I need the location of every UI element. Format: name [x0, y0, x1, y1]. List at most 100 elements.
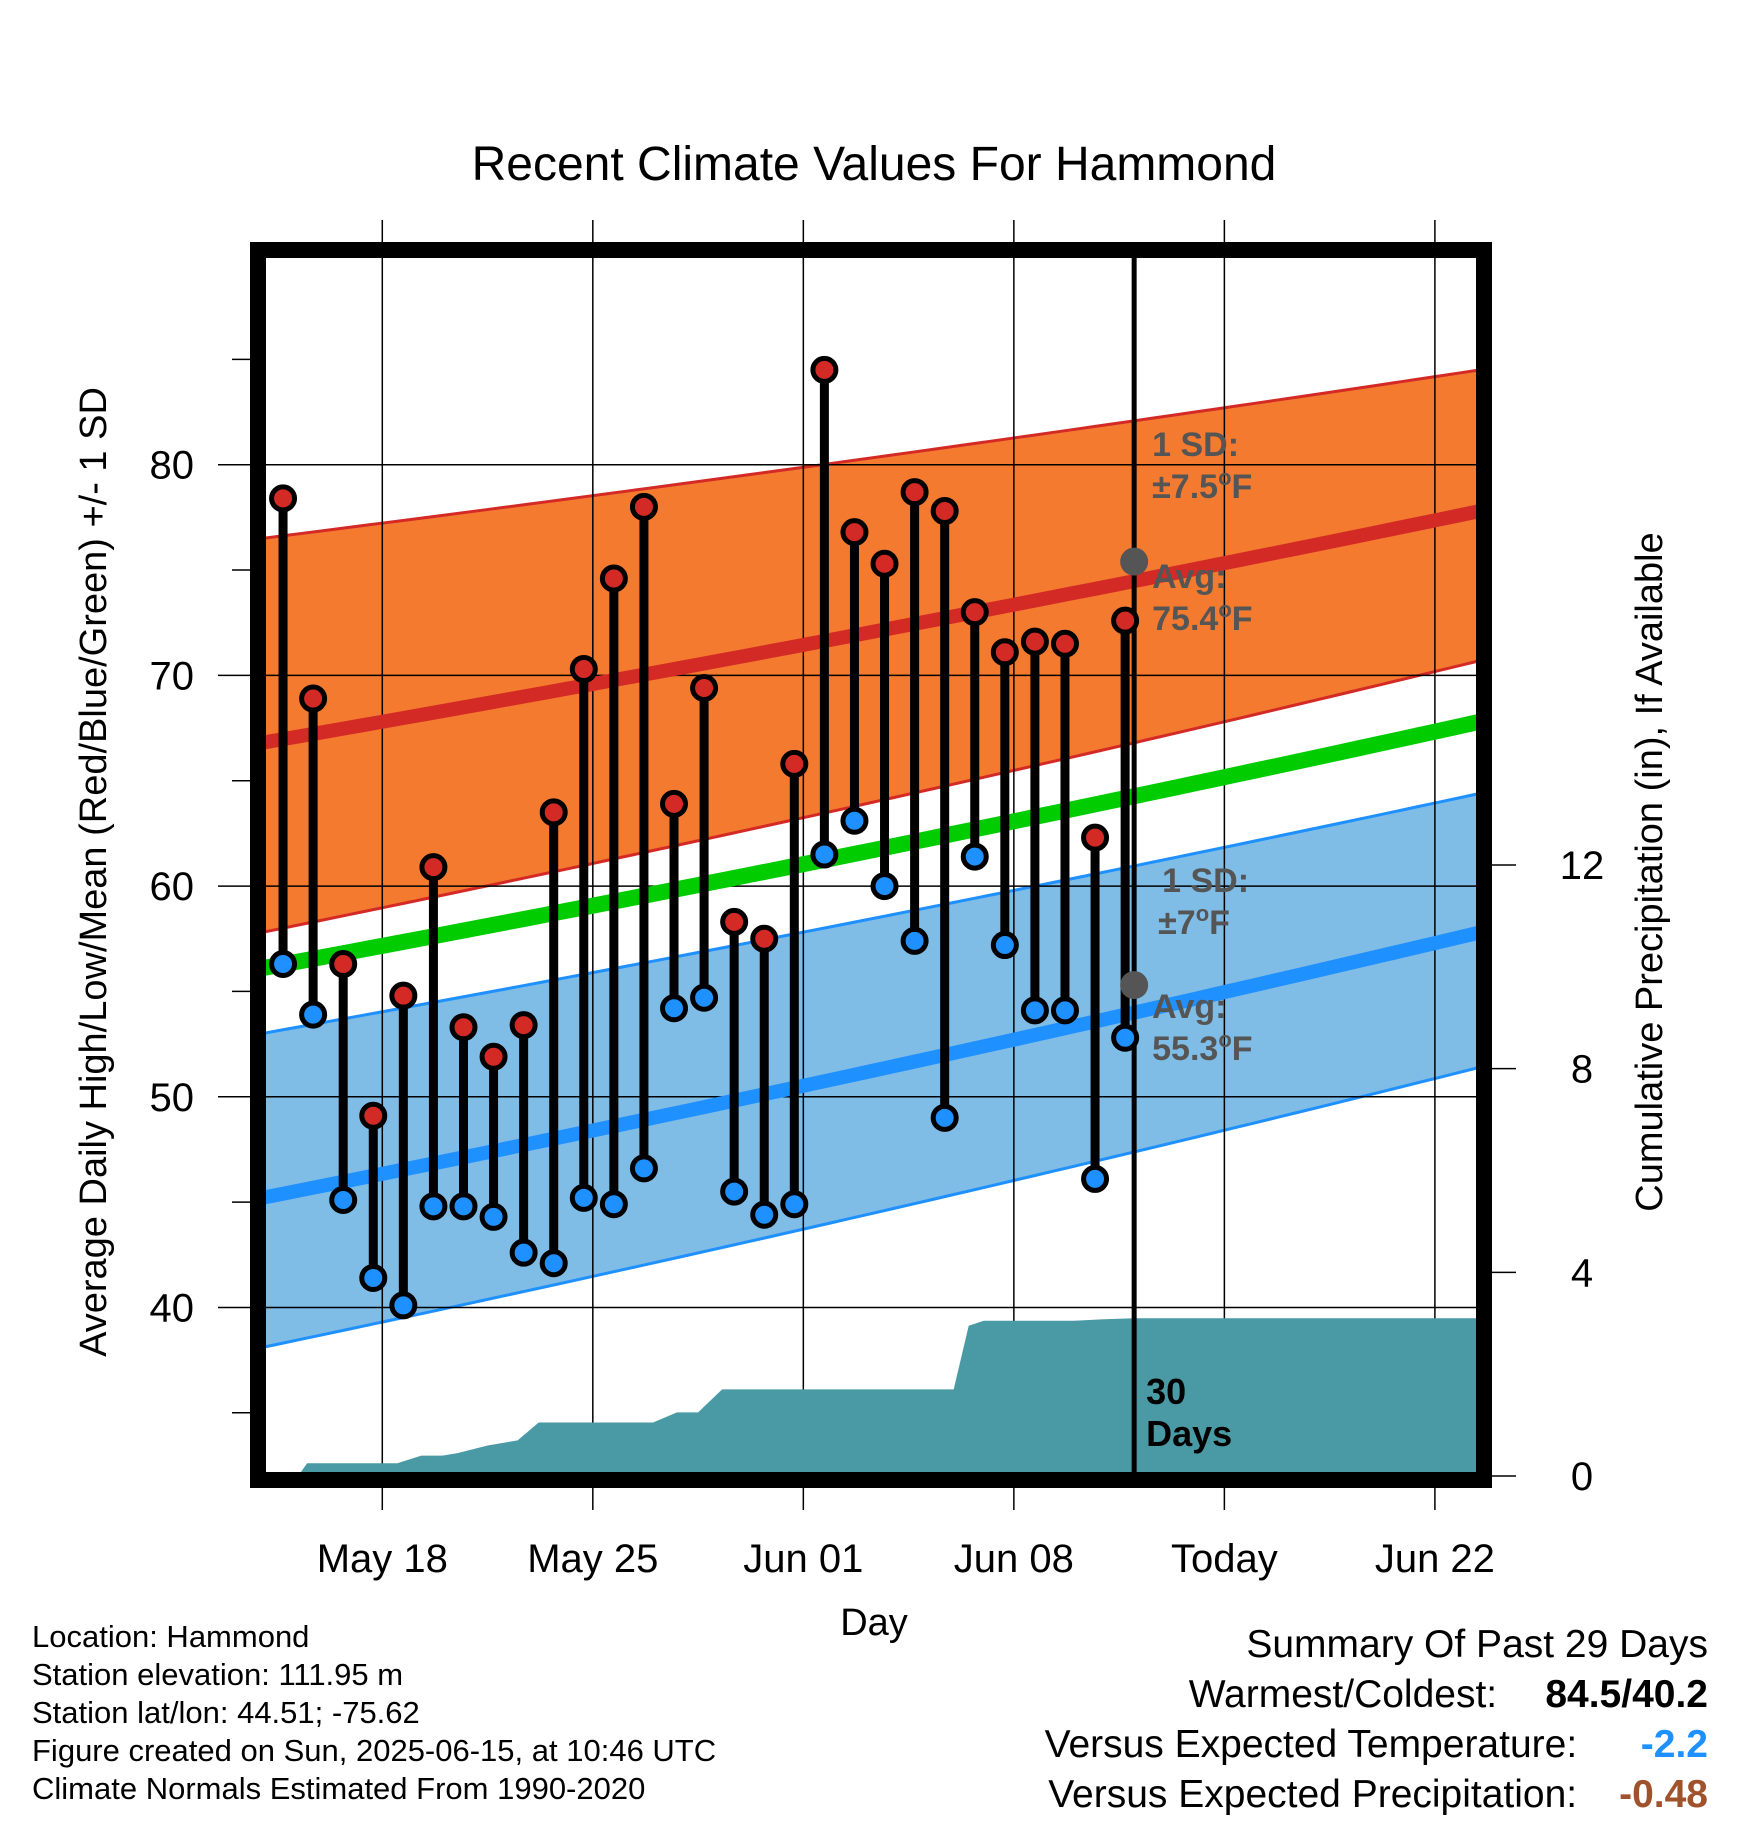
- high-point-3: [359, 1101, 388, 1130]
- warmest-value: 84.5/40.2: [1545, 1673, 1708, 1716]
- summary-panel: Summary Of Past 29 Days Warmest/Coldest:…: [1045, 1620, 1708, 1820]
- temp-value: -2.2: [1640, 1723, 1708, 1766]
- low-point-28: [1111, 1023, 1140, 1052]
- low-point-6: [449, 1192, 478, 1221]
- y2-tick-label-0: 0: [1571, 1455, 1593, 1499]
- high-point-8: [509, 1011, 538, 1040]
- location-text: Location: Hammond: [32, 1619, 310, 1654]
- low-point-23: [960, 842, 989, 871]
- y2-tick-label-8: 8: [1571, 1048, 1593, 1092]
- low-point-2: [329, 1185, 358, 1214]
- plot-frame: [250, 242, 1492, 1488]
- low-point-11: [599, 1190, 628, 1219]
- low-point-19: [840, 806, 869, 835]
- x-tick-label-0: May 18: [317, 1537, 448, 1581]
- mean-avg-line: [260, 713, 1482, 977]
- high-point-7: [479, 1042, 508, 1071]
- station-info: Location: Hammond Station elevation: 111…: [32, 1618, 716, 1808]
- summary-precip-row: Versus Expected Precipitation: -0.48: [1045, 1770, 1708, 1820]
- low-point-27: [1081, 1164, 1110, 1193]
- high-point-14: [690, 674, 719, 703]
- low-point-3: [359, 1263, 388, 1292]
- precip-fill: [262, 1318, 1480, 1476]
- low-point-8: [509, 1238, 538, 1267]
- low-point-21: [900, 926, 929, 955]
- normals-text: Climate Normals Estimated From 1990-2020: [32, 1771, 646, 1806]
- warmest-label: Warmest/Coldest:: [1188, 1673, 1498, 1716]
- high-point-16: [750, 924, 779, 953]
- low-point-16: [750, 1200, 779, 1229]
- low-point-18: [810, 840, 839, 869]
- high-point-22: [930, 497, 959, 526]
- high-point-13: [660, 789, 689, 818]
- y-tick-label-60: 60: [150, 865, 195, 909]
- high-point-6: [449, 1013, 478, 1042]
- y2-tick-label-12: 12: [1560, 844, 1605, 888]
- y-tick-label-50: 50: [150, 1076, 195, 1120]
- x-tick-label-3: Jun 08: [954, 1537, 1074, 1581]
- high-point-0: [269, 484, 298, 513]
- y-tick-label-40: 40: [150, 1286, 195, 1330]
- low-point-24: [990, 931, 1019, 960]
- high-point-15: [720, 907, 749, 936]
- low-point-14: [690, 983, 719, 1012]
- precipitation-area: [262, 1318, 1480, 1476]
- high-point-11: [599, 564, 628, 593]
- low-point-4: [389, 1291, 418, 1320]
- low-avg-marker: [1120, 971, 1149, 1000]
- y-tick-label-80: 80: [150, 444, 195, 488]
- high-avg-marker: [1120, 547, 1149, 576]
- temp-label: Versus Expected Temperature:: [1044, 1723, 1578, 1766]
- high-point-23: [960, 598, 989, 627]
- low-avg-value: 55.3oF: [1152, 1027, 1252, 1068]
- high-sd-value: ±7.5oF: [1152, 465, 1252, 506]
- daily-values: [269, 355, 1140, 1320]
- high-point-2: [329, 950, 358, 979]
- high-avg-value: 75.4oF: [1152, 597, 1252, 638]
- high-point-10: [569, 655, 598, 684]
- low-point-0: [269, 950, 298, 979]
- high-point-28: [1111, 606, 1140, 635]
- low-point-1: [299, 1000, 328, 1029]
- low-sd-value: ±7oF: [1158, 901, 1230, 942]
- low-point-13: [660, 994, 689, 1023]
- summary-title: Summary Of Past 29 Days: [1246, 1623, 1708, 1666]
- chart-title: Recent Climate Values For Hammond: [472, 138, 1277, 191]
- high-point-17: [780, 749, 809, 778]
- low-sd-label: 1 SD:: [1162, 862, 1249, 900]
- y2-tick-label-4: 4: [1571, 1251, 1593, 1295]
- high-sd-upper-edge: [261, 368, 1481, 540]
- high-avg-line: [260, 504, 1482, 750]
- x-tick-label-4: Today: [1171, 1537, 1278, 1581]
- window-label-line1: 30: [1146, 1371, 1186, 1412]
- low-sd-lower-edge: [261, 1065, 1481, 1349]
- x-tick-label-2: Jun 01: [743, 1537, 863, 1581]
- low-point-15: [720, 1177, 749, 1206]
- low-point-26: [1050, 996, 1079, 1025]
- low-point-22: [930, 1103, 959, 1132]
- high-point-5: [419, 853, 448, 882]
- x-tick-label-5: Jun 22: [1375, 1537, 1495, 1581]
- low-point-12: [629, 1154, 658, 1183]
- high-point-25: [1020, 627, 1049, 656]
- summary-temp-row: Versus Expected Temperature: -2.2: [1045, 1720, 1708, 1770]
- high-point-12: [629, 492, 658, 521]
- low-point-17: [780, 1190, 809, 1219]
- axes: May 18 May 25 Jun 01 Jun 08 Today Jun 2240506…: [150, 220, 1605, 1581]
- high-sd-lower-edge: [261, 659, 1481, 934]
- high-point-21: [900, 478, 929, 507]
- low-point-20: [870, 872, 899, 901]
- high-avg-label: Avg:: [1152, 558, 1226, 596]
- summary-warmest-row: Warmest/Coldest: 84.5/40.2: [1045, 1670, 1708, 1720]
- high-point-4: [389, 981, 418, 1010]
- elevation-text: Station elevation: 111.95 m: [32, 1657, 404, 1692]
- high-point-26: [1050, 629, 1079, 658]
- low-point-9: [539, 1249, 568, 1278]
- latlon-text: Station lat/lon: 44.51; -75.62: [32, 1695, 420, 1730]
- high-point-27: [1081, 823, 1110, 852]
- low-point-7: [479, 1202, 508, 1231]
- precip-value: -0.48: [1619, 1773, 1708, 1816]
